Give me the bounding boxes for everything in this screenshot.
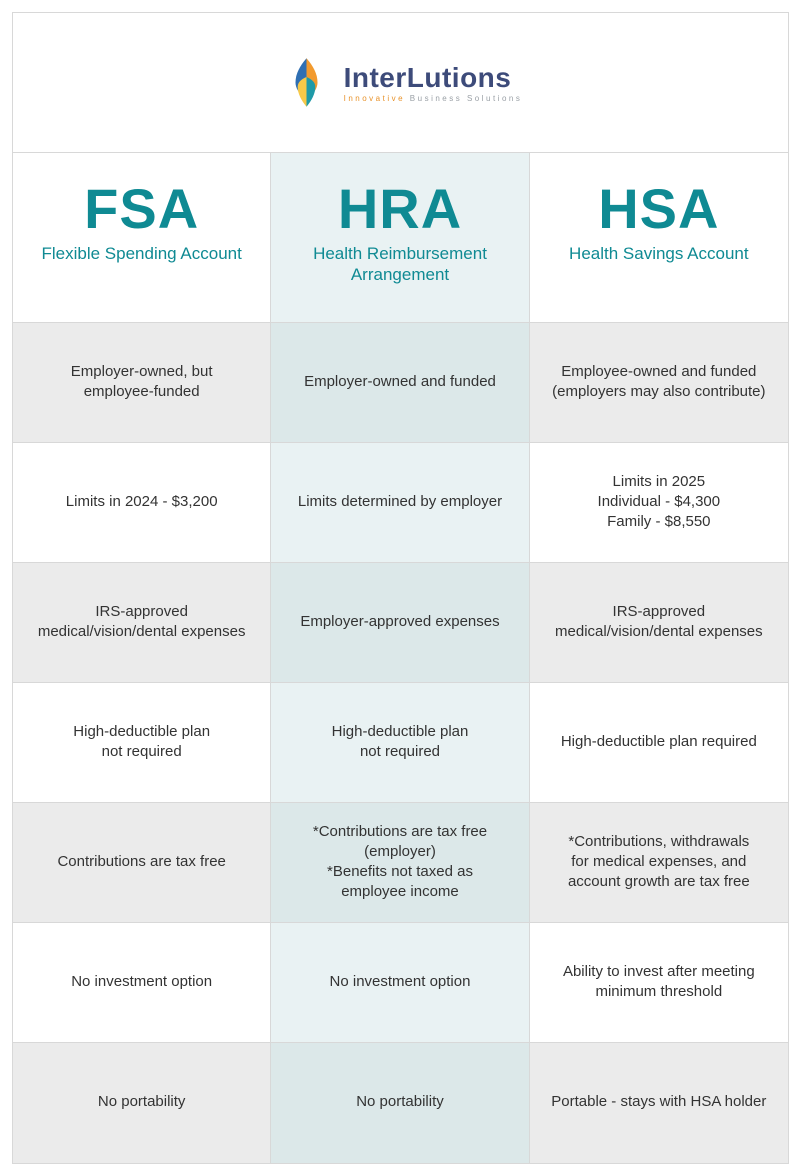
cell: No investment option <box>271 923 529 1043</box>
logo-text: InterLutions Innovative Business Solutio… <box>344 62 523 103</box>
cell: Limits in 2024 - $3,200 <box>13 443 271 563</box>
cell: IRS-approved medical/vision/dental expen… <box>530 563 788 683</box>
cell: Employer-owned and funded <box>271 323 529 443</box>
cell: High-deductible plan not required <box>13 683 271 803</box>
cell: Employer-approved expenses <box>271 563 529 683</box>
cell: High-deductible plan required <box>530 683 788 803</box>
cell: Contributions are tax free <box>13 803 271 923</box>
tagline-accent: Innovative <box>344 94 405 103</box>
cell: *Contributions are tax free (employer) *… <box>271 803 529 923</box>
tagline-rest: Business Solutions <box>405 94 522 103</box>
cell: IRS-approved medical/vision/dental expen… <box>13 563 271 683</box>
header-full: Health Savings Account <box>540 243 778 264</box>
column-header-fsa: FSA Flexible Spending Account <box>13 153 271 323</box>
cell: High-deductible plan not required <box>271 683 529 803</box>
header-abbr: HSA <box>540 181 778 237</box>
cell: *Contributions, withdrawals for medical … <box>530 803 788 923</box>
logo-row: InterLutions Innovative Business Solutio… <box>13 13 788 153</box>
cell: Ability to invest after meeting minimum … <box>530 923 788 1043</box>
header-full: Health Reimbursement Arrangement <box>281 243 518 286</box>
cell: Limits determined by employer <box>271 443 529 563</box>
cell: Employee-owned and funded (employers may… <box>530 323 788 443</box>
header-full: Flexible Spending Account <box>23 243 260 264</box>
column-header-hsa: HSA Health Savings Account <box>530 153 788 323</box>
comparison-card: InterLutions Innovative Business Solutio… <box>12 12 789 1164</box>
comparison-grid: FSA Flexible Spending Account HRA Health… <box>13 153 788 1163</box>
header-abbr: HRA <box>281 181 518 237</box>
logo-mark-icon <box>279 55 334 110</box>
brand-tagline: Innovative Business Solutions <box>344 94 523 103</box>
header-abbr: FSA <box>23 181 260 237</box>
cell: No portability <box>271 1043 529 1163</box>
cell: Portable - stays with HSA holder <box>530 1043 788 1163</box>
cell: No investment option <box>13 923 271 1043</box>
brand-name: InterLutions <box>344 62 523 94</box>
cell: Limits in 2025 Individual - $4,300 Famil… <box>530 443 788 563</box>
cell: Employer-owned, but employee-funded <box>13 323 271 443</box>
column-header-hra: HRA Health Reimbursement Arrangement <box>271 153 529 323</box>
brand-logo: InterLutions Innovative Business Solutio… <box>279 55 523 110</box>
cell: No portability <box>13 1043 271 1163</box>
